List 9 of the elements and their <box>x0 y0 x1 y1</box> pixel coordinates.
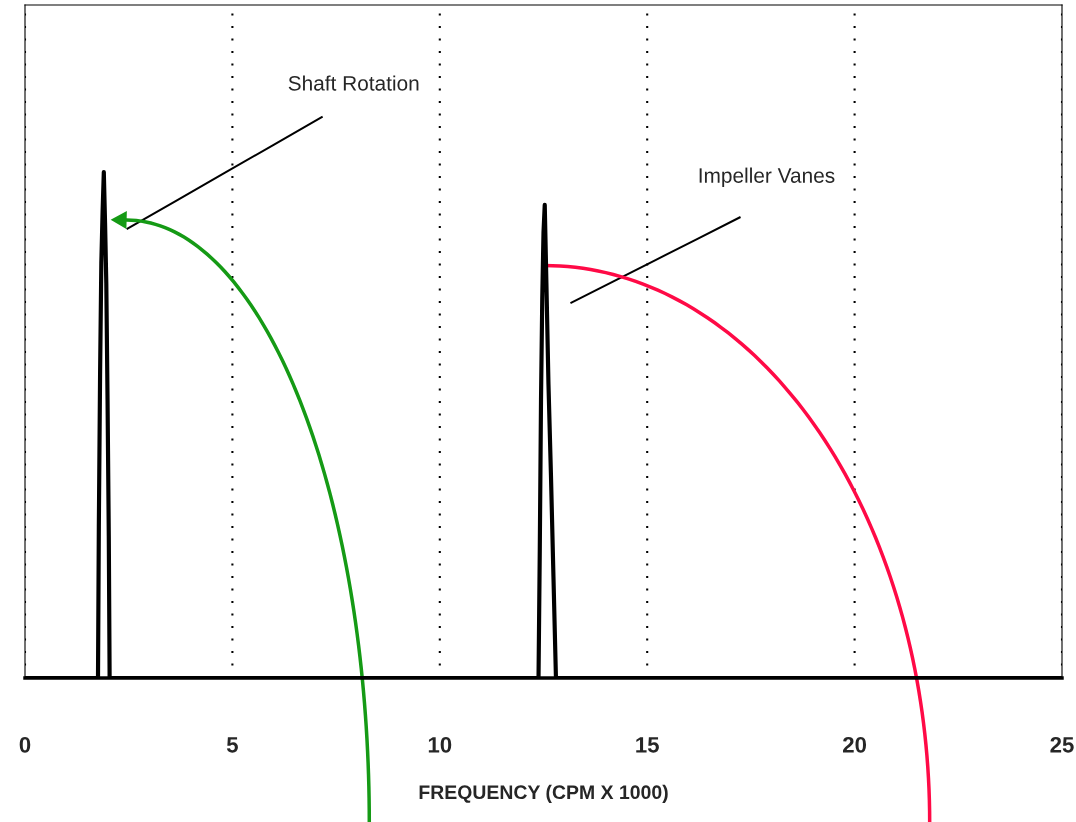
x-tick-label: 0 <box>19 736 31 753</box>
x-tick-label: 25 <box>1050 736 1074 753</box>
x-tick-label: 15 <box>636 737 659 753</box>
text: Shaft Rotation <box>288 75 419 91</box>
annotation: Impeller Vanes <box>699 167 835 187</box>
x-tick-label: 20 <box>843 736 867 753</box>
x-tick-label: 10 <box>428 736 452 753</box>
x-axis-title: FREQUENCY (CPM X 1000) <box>419 784 668 803</box>
x-tick-label: 5 <box>226 737 238 753</box>
